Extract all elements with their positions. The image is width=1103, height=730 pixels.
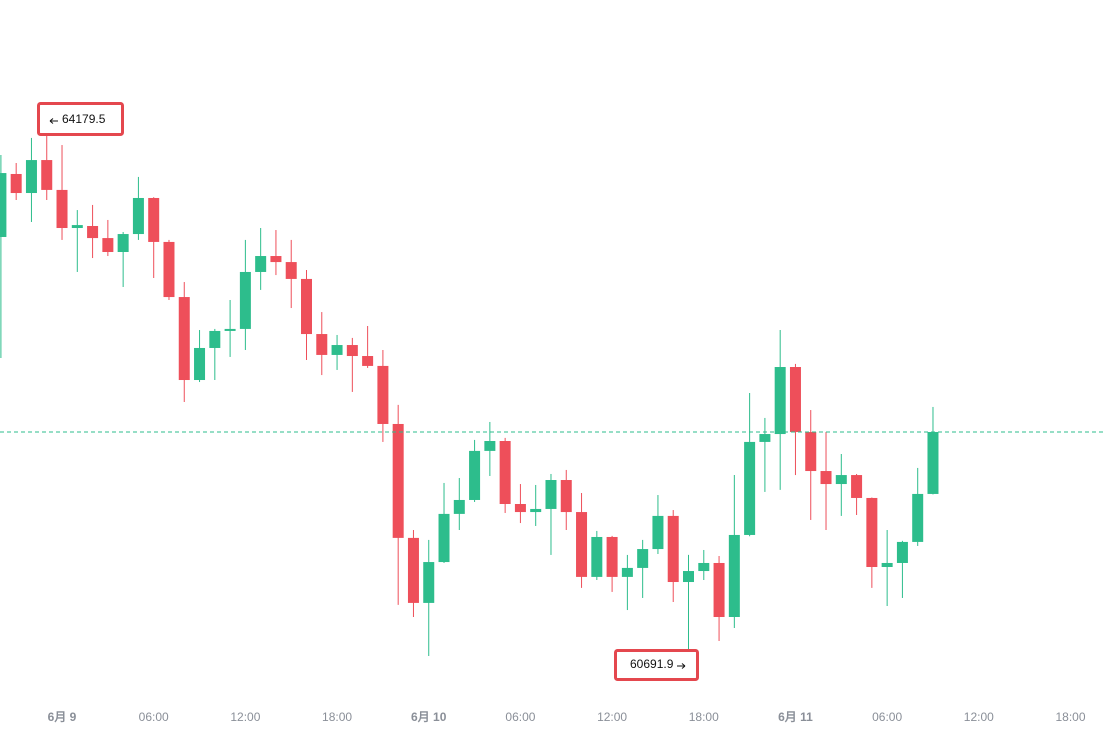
- candle-body: [0, 173, 7, 237]
- candle-body: [423, 562, 435, 603]
- candle-body: [392, 423, 404, 538]
- candle-body: [927, 432, 939, 494]
- candle-body: [209, 330, 221, 348]
- candle-body: [851, 475, 863, 498]
- candle-body: [41, 160, 53, 190]
- candle-body: [744, 441, 756, 535]
- candle-body: [606, 536, 618, 577]
- candle-body: [362, 356, 374, 366]
- candle-body: [285, 262, 297, 279]
- candle-body: [87, 225, 99, 239]
- candle-body: [621, 567, 633, 577]
- candle-body: [10, 173, 22, 194]
- candle-body: [469, 450, 481, 500]
- candle-body: [331, 345, 343, 355]
- candle-body: [484, 441, 496, 451]
- candle-body: [698, 562, 710, 572]
- candle-body: [728, 534, 740, 618]
- x-tick-label: 18:00: [1055, 710, 1085, 724]
- x-tick-label: 06:00: [139, 710, 169, 724]
- candle-body: [499, 441, 511, 505]
- arrow-right: [677, 663, 686, 669]
- candle-body: [270, 256, 282, 263]
- candle-body: [545, 480, 557, 509]
- candle-body: [178, 297, 190, 381]
- candle-body: [896, 541, 908, 563]
- candle-body: [255, 256, 267, 272]
- candle-body: [194, 347, 206, 381]
- candle-body: [866, 497, 878, 568]
- candle-body: [102, 238, 114, 253]
- candle-body: [530, 508, 542, 513]
- candle-body: [163, 241, 175, 298]
- x-tick-label: 18:00: [689, 710, 719, 724]
- candle-body: [224, 328, 236, 331]
- candle-body: [453, 499, 465, 514]
- candle-body: [835, 475, 847, 485]
- annotation-box: [614, 649, 699, 681]
- candle-body: [713, 562, 725, 618]
- candle-body: [652, 515, 664, 550]
- candle-body: [71, 225, 83, 229]
- candle-body: [637, 549, 649, 568]
- candle-body: [805, 432, 817, 472]
- candle-body: [25, 160, 37, 194]
- candle-body: [148, 197, 160, 242]
- low-annotation: 60691.9: [614, 649, 699, 681]
- candle-body: [407, 537, 419, 603]
- candle-body: [514, 504, 526, 513]
- x-tick-label: 06:00: [872, 710, 902, 724]
- x-tick-label: 6月 9: [48, 710, 77, 724]
- high-label: 64179.5: [62, 112, 106, 126]
- candle-body: [912, 493, 924, 542]
- x-tick-label: 12:00: [597, 710, 627, 724]
- candle-body: [346, 345, 358, 357]
- candle-body: [591, 536, 603, 577]
- annotation-box: [37, 102, 124, 136]
- high-annotation: 64179.5: [37, 102, 124, 136]
- x-tick-label: 06:00: [505, 710, 535, 724]
- candle-body: [117, 234, 129, 253]
- candle-body: [438, 513, 450, 563]
- x-tick-label: 12:00: [964, 710, 994, 724]
- candle-body: [560, 480, 572, 513]
- candle-body: [683, 571, 694, 583]
- candle-body: [56, 189, 68, 229]
- candle-body: [132, 197, 144, 235]
- candle-body: [377, 365, 389, 424]
- x-tick-label: 6月 10: [411, 710, 447, 724]
- candle-body: [301, 278, 312, 335]
- candle-body: [881, 562, 893, 568]
- candle-body: [239, 271, 251, 329]
- x-tick-label: 6月 11: [778, 710, 813, 724]
- x-tick-label: 12:00: [230, 710, 260, 724]
- candle-body: [316, 334, 328, 355]
- low-label: 60691.9: [630, 657, 674, 671]
- candle-body: [774, 367, 786, 435]
- candle-body: [820, 471, 832, 485]
- candle-body: [667, 515, 679, 583]
- arrow-left: [49, 118, 58, 124]
- candle-body: [576, 512, 588, 577]
- x-tick-label: 18:00: [322, 710, 352, 724]
- candle-body: [789, 367, 801, 433]
- candle-body: [759, 434, 771, 442]
